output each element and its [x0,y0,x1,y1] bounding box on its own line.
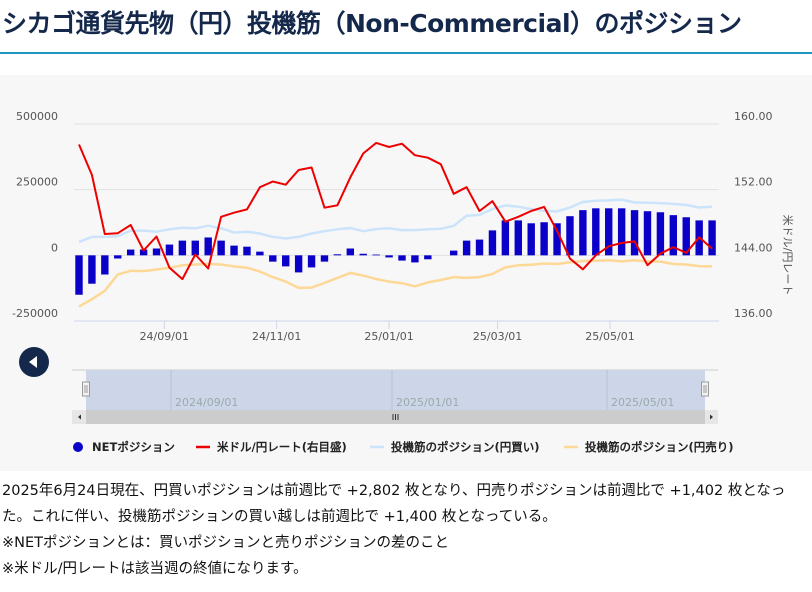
net-position-bar [88,255,96,284]
net-position-bar [101,255,109,275]
x-axis-tick: 25/01/01 [364,330,413,343]
navigator-label: 2024/09/01 [175,396,238,409]
series-line-short [78,259,713,308]
left-axis-tick: 500000 [16,110,58,123]
net-position-bar [178,240,187,256]
net-position-bar [372,254,380,256]
net-position-bar [630,210,639,256]
navigator-handle[interactable] [82,381,90,397]
left-axis-tick: 250000 [16,176,58,189]
net-position-bar [139,249,148,256]
chart-container: 500000 250000 0 -250000 160.00 152.00 144.00 13… [0,75,812,471]
net-position-bar [656,212,665,256]
net-position-bar [643,211,652,256]
legend-item[interactable]: NETポジション [92,440,175,454]
net-position-bar [346,248,355,256]
net-position-bar [475,239,484,256]
left-arrow-icon[interactable] [29,356,37,368]
x-axis-tick: 25/05/01 [585,330,634,343]
net-position-bar [307,255,316,268]
net-position-bar [217,240,225,256]
net-position-bar [243,246,251,256]
net-position-bar [592,208,600,256]
description-summary: 2025年6月24日現在、円買いポジションは前週比で +2,802 枚となり、円… [2,483,786,525]
net-position-bar [191,240,199,256]
left-axis-tick: 0 [51,241,58,254]
series-line-usdjpy [78,141,713,281]
net-position-bar [320,255,329,262]
net-position-bar [282,255,290,267]
note-rate: ※米ドル/円レートは該当週の終値になります。 [2,561,308,577]
net-position-bar [488,230,497,256]
net-position-bar [359,253,367,256]
net-position-bar [669,215,678,256]
page-title: シカゴ通貨先物（円）投機筋（Non-Commercial）のポジション [2,9,742,38]
net-position-bar [385,255,393,258]
title-divider [0,52,812,54]
net-position-bar [204,237,212,256]
description: 2025年6月24日現在、円買いポジションは前週比で +2,802 枚となり、円… [2,478,812,582]
note-net-position: ※NETポジションとは：買いポジションと売りポジションの差のこと [2,535,450,551]
net-position-bar [514,220,522,256]
right-axis-tick: 136.00 [734,307,773,320]
right-axis-tick: 160.00 [734,110,773,123]
legend-item[interactable]: 投機筋のポジション(円売り) [585,440,734,454]
series-line-long [78,198,713,244]
legend-item[interactable]: 米ドル/円レート(右目盛) [216,440,347,454]
net-position-bar [256,251,264,256]
net-position-bar [294,255,303,273]
net-position-bar [333,254,342,256]
net-position-bar [152,248,161,256]
x-axis-tick: 24/09/01 [140,330,189,343]
net-position-bar [682,217,690,256]
net-position-bar [126,249,135,256]
left-axis-tick: -250000 [12,307,58,320]
x-axis-tick: 25/03/01 [473,330,522,343]
scroll-left-icon[interactable] [78,414,81,420]
navigator-label: 2025/01/01 [396,396,459,409]
net-position-bar [617,208,626,256]
net-position-bar [708,220,716,256]
net-position-bar [75,255,83,295]
net-position-bar [411,255,419,263]
net-position-bar [605,208,613,256]
navigator-range[interactable] [86,370,705,410]
net-position-bar [462,240,471,256]
net-position-bar [527,223,535,256]
position-chart: 500000 250000 0 -250000 160.00 152.00 144.00 13… [12,110,794,454]
navigator-handle[interactable] [701,381,709,397]
right-axis-tick: 152.00 [734,176,773,189]
right-axis-tick: 144.00 [734,241,773,254]
navigator-label: 2025/05/01 [611,396,674,409]
net-position-bar [540,222,548,256]
net-position-bar [449,250,458,256]
net-position-bar [398,255,406,261]
net-position-bar [230,245,238,256]
legend-marker-net[interactable] [73,442,83,452]
net-position-bar [424,255,432,260]
x-axis-tick: 24/11/01 [252,330,301,343]
net-position-bar [566,216,574,256]
net-position-bar [501,220,510,256]
net-position-bar [579,210,587,256]
net-position-bar [165,244,174,256]
legend-item[interactable]: 投機筋のポジション(円買い) [391,440,540,454]
net-position-bar [553,223,561,256]
net-position-bar [269,255,277,262]
net-position-bar [114,255,122,259]
scroll-right-icon[interactable] [710,414,713,420]
right-axis-label: 米ドル/円レート [781,215,794,296]
